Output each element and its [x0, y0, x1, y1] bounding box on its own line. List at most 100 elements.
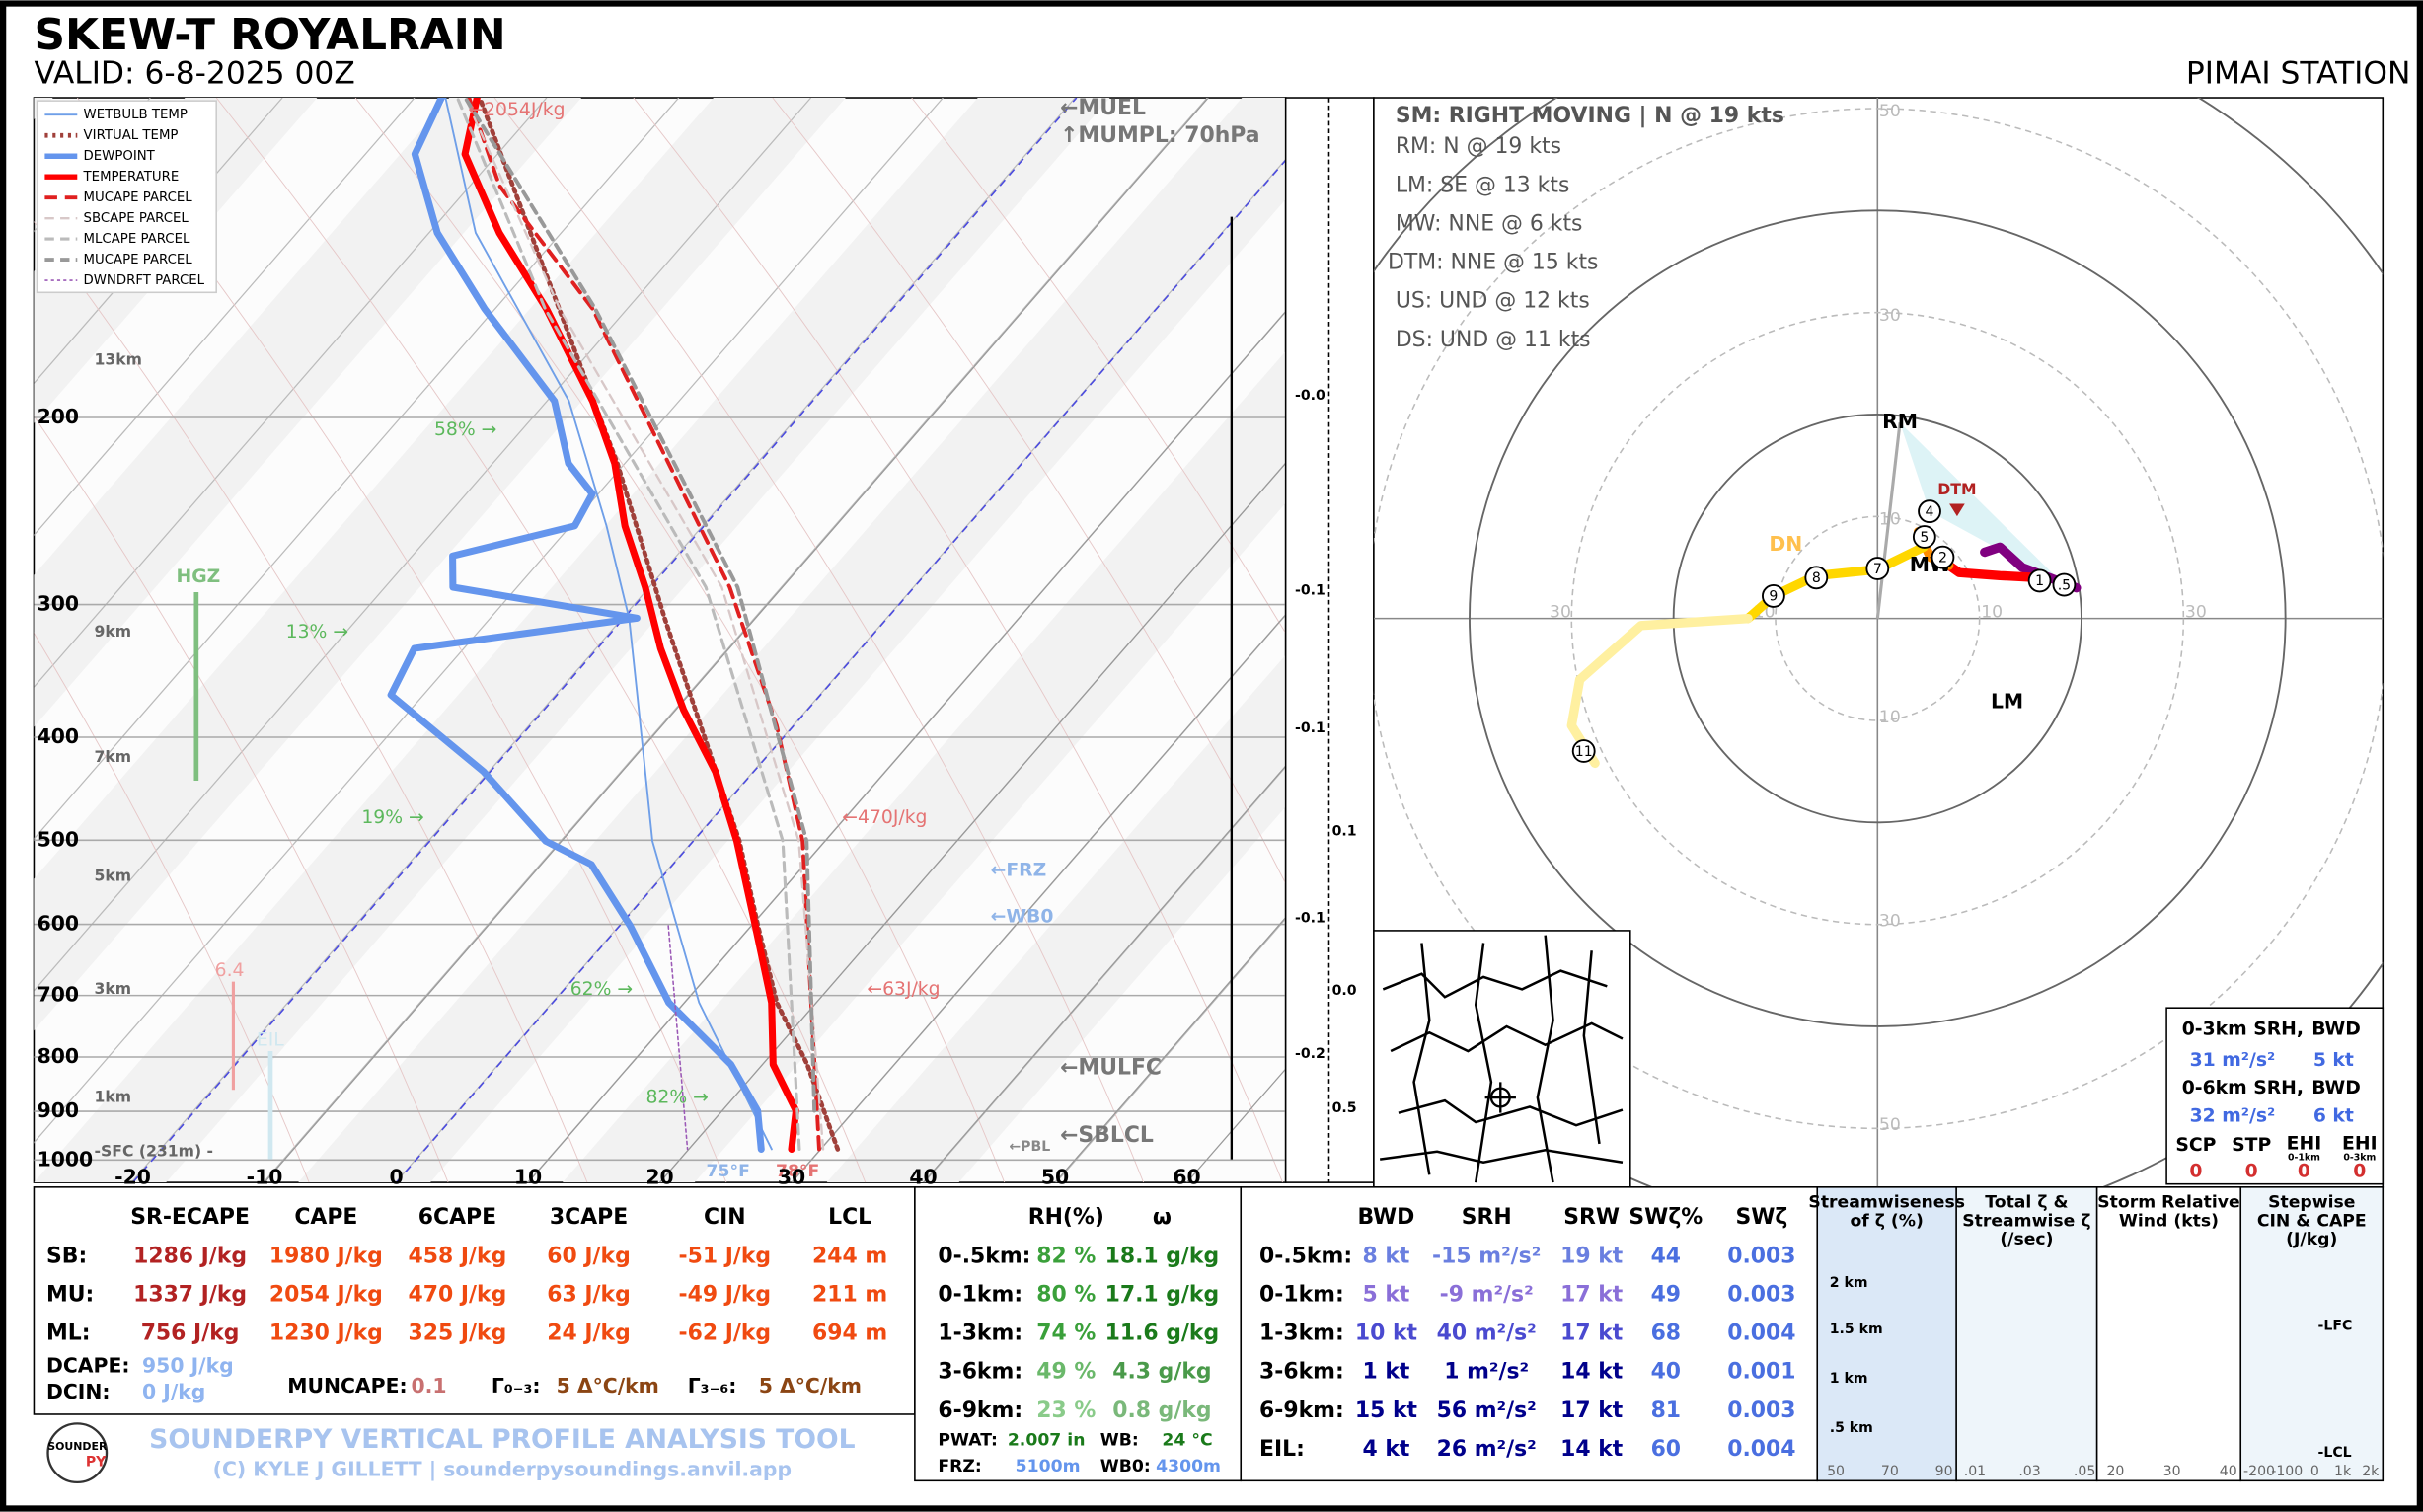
hodograph: 101010103030303050505050RMLMDTMDNMW.5124…	[1373, 98, 2384, 1187]
panel-axis-label: 1k	[2334, 1464, 2352, 1479]
isotherm	[1054, 916, 1286, 1183]
adiabat	[354, 98, 1006, 1183]
motion-line: US: UND @ 12 kts	[1396, 289, 1590, 314]
table-cell: 15 kt	[1355, 1399, 1417, 1423]
annotation: ↑MUMPL: 70hPa	[1060, 123, 1259, 148]
height-marker	[2027, 568, 2052, 593]
isotherm-band	[562, 350, 1286, 1183]
index-value: 0	[2189, 1162, 2202, 1182]
height-label: 13km	[95, 350, 142, 369]
table-cell: 23 %	[1036, 1399, 1096, 1423]
table-cell: 18.1 g/kg	[1105, 1244, 1220, 1268]
profile-line	[463, 98, 817, 1113]
panel-axis-label: .03	[2018, 1464, 2040, 1479]
legend-label: TEMPERATURE	[83, 170, 180, 185]
table-cell: 470 J/kg	[409, 1282, 507, 1307]
table-cell: 5 kt	[1362, 1282, 1409, 1307]
table-cell: 44	[1651, 1244, 1682, 1268]
isotherm-extra	[34, 98, 548, 688]
credit: (C) KYLE J GILLETT | sounderpysoundings.…	[213, 1457, 792, 1481]
legend-label: MUCAPE PARCEL	[84, 253, 193, 267]
row-label: 0-.5km:	[1259, 1244, 1352, 1268]
moisture-frame	[914, 1186, 1243, 1482]
panel-label: 1.5 km	[1830, 1322, 1883, 1337]
height-marker	[1865, 557, 1890, 580]
table-cell: 458 J/kg	[409, 1244, 507, 1268]
height-marker	[1918, 499, 1941, 524]
legend: WETBULB TEMP VIRTUAL TEMP DEWPOINT TEMPERAT…	[36, 100, 217, 294]
station-cross	[1484, 1082, 1516, 1113]
panel-axis-label: -100	[2271, 1464, 2303, 1479]
panel-axis-label: 70	[1881, 1464, 1899, 1479]
height-label: 3km	[95, 979, 132, 998]
map-borders	[1379, 935, 1624, 1183]
table-cell: -51 J/kg	[679, 1244, 772, 1268]
table-cell: 17 kt	[1560, 1322, 1623, 1346]
table-cell: PWAT:	[938, 1431, 998, 1451]
height-marker	[1931, 545, 1955, 569]
motion-line: LM: SE @ 13 kts	[1396, 173, 1570, 197]
height-marker-label: .5	[2058, 577, 2071, 593]
table-cell: 0.003	[1727, 1244, 1795, 1268]
row-label: MU:	[46, 1282, 94, 1307]
tables: SR-ECAPE CAPE 6CAPE 3CAPE CIN LCL SB: 1286 J/kg…	[46, 1205, 1796, 1476]
hodo-ring	[1570, 311, 2185, 926]
critical-angle	[1900, 422, 2065, 585]
panel-label: -LFC	[2318, 1319, 2353, 1334]
height-marker-label: 1	[2035, 573, 2044, 589]
panel-frame	[2095, 1186, 2242, 1482]
omega-label: -0.1	[1295, 582, 1325, 598]
index-sub: 0-1km	[2288, 1153, 2320, 1164]
skewt-annotations: ←2054J/kg ←MUEL ↑MUMPL: 70hPa 58% → 13% …	[95, 96, 1357, 1181]
isotherm-extra	[34, 98, 812, 992]
table-cell: 4.3 g/kg	[1112, 1360, 1211, 1385]
annotation: 6.4	[215, 960, 245, 981]
column-header: LCL	[828, 1205, 871, 1230]
profile-line	[455, 98, 801, 1152]
table-cell: WB:	[1100, 1431, 1139, 1451]
table-cell: 26 m²/s²	[1437, 1437, 1537, 1462]
panel-title: Total ζ &	[1985, 1192, 2068, 1212]
annotation: HGZ	[176, 567, 220, 587]
profile-line	[464, 98, 825, 1151]
table-cell: 80 %	[1036, 1282, 1096, 1307]
y-tick-label: 400	[38, 724, 79, 748]
ring-label: 30	[1879, 912, 1901, 932]
table-cell: 1337 J/kg	[133, 1282, 247, 1307]
row-label: 6-9km:	[1259, 1399, 1344, 1423]
column-header: BWD	[1357, 1205, 1414, 1230]
row-label: 0-.5km:	[938, 1244, 1030, 1268]
tool-name: SOUNDERPY VERTICAL PROFILE ANALYSIS TOOL	[149, 1424, 855, 1455]
panel-title: Streamwiseness	[1808, 1192, 1965, 1212]
annotation: 19% →	[361, 807, 423, 828]
motion-line: MW: NNE @ 6 kts	[1396, 211, 1583, 236]
row-label: 6-9km:	[938, 1399, 1022, 1423]
y-tick-label: 1000	[38, 1147, 94, 1171]
column-header: 6CAPE	[418, 1205, 496, 1230]
omega-label: -0.2	[1295, 1046, 1325, 1062]
srh-label: 0-6km SRH,	[2182, 1078, 2304, 1098]
panel-axis-label: .05	[2074, 1464, 2095, 1479]
panel-axis-label: 50	[1827, 1464, 1845, 1479]
panel-title: CIN & CAPE	[2257, 1211, 2367, 1231]
table-cell: 1230 J/kg	[269, 1322, 383, 1346]
column-header: RH(%)	[1028, 1205, 1104, 1230]
table-cell: 5 Δ°C/km	[759, 1374, 862, 1398]
isotherm-band	[34, 98, 846, 1031]
panel-label: .5 km	[1830, 1420, 1873, 1436]
table-cell: 17 kt	[1560, 1399, 1623, 1423]
row-label: 0-1km:	[1259, 1282, 1344, 1307]
panel-title: Wind (kts)	[2119, 1211, 2219, 1231]
height-marker	[2052, 572, 2077, 597]
logo-text: SOUNDER	[47, 1440, 108, 1453]
table-cell: 24 °C	[1162, 1431, 1212, 1451]
column-header: 3CAPE	[550, 1205, 628, 1230]
panel-axis-label: 40	[2220, 1464, 2237, 1479]
table-cell: 56 m²/s²	[1437, 1399, 1537, 1423]
srh-label: BWD	[2311, 1078, 2361, 1098]
x-tick-label: 60	[1173, 1165, 1200, 1188]
panel-title: Stepwise	[2268, 1192, 2355, 1212]
column-header: CAPE	[294, 1205, 357, 1230]
x-tick-label: 10	[514, 1165, 542, 1188]
